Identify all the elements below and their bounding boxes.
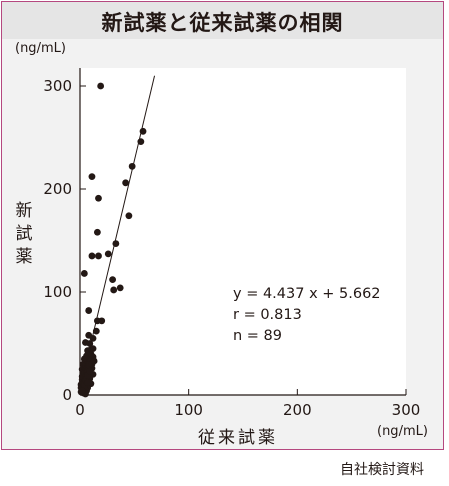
y-axis-label-char: 薬 — [15, 247, 33, 267]
data-point — [95, 194, 102, 202]
data-point — [84, 379, 92, 387]
y-axis-label-char: 新 — [15, 201, 33, 221]
x-axis-label: 従来試薬 — [198, 428, 278, 448]
data-point — [93, 317, 101, 325]
x-axis-unit: (ng/mL) — [377, 424, 428, 439]
data-point — [116, 284, 124, 292]
data-point — [97, 82, 105, 90]
plot-area — [80, 68, 406, 395]
x-tick-label: 0 — [75, 401, 85, 419]
correlation-coefficient: r = 0.813 — [233, 307, 302, 323]
data-point — [80, 270, 88, 277]
x-tick-label: 300 — [392, 401, 421, 419]
regression-equation: y = 4.437 x + 5.662 — [233, 286, 381, 302]
data-point — [88, 173, 96, 181]
y-tick-label: 300 — [43, 77, 72, 95]
data-point — [86, 367, 94, 375]
data-point — [90, 357, 98, 365]
y-axis-label-char: 試 — [15, 224, 33, 244]
data-point — [88, 252, 96, 260]
data-point — [95, 252, 102, 260]
chart-title: 新試薬と従来試薬の相関 — [101, 11, 344, 35]
data-point — [109, 276, 116, 284]
source-note: 自社検討資料 — [340, 462, 424, 478]
data-point — [93, 228, 101, 236]
axis-ticks: 0 100 200 300 0 100 200 300 — [43, 77, 420, 419]
x-tick-label: 100 — [174, 401, 203, 419]
y-tick-label: 0 — [62, 386, 72, 404]
y-axis-label: 新 試 薬 — [14, 200, 34, 269]
x-tick-label: 200 — [283, 401, 312, 419]
data-point — [112, 240, 120, 247]
title-band: 新試薬と従来試薬の相関 — [2, 2, 443, 39]
data-point — [110, 286, 118, 294]
y-tick-label: 200 — [43, 180, 72, 198]
data-point — [85, 307, 93, 314]
y-axis-unit: (ng/mL) — [15, 41, 66, 56]
y-tick-label: 100 — [43, 283, 72, 301]
data-point — [125, 212, 133, 220]
regression-line — [79, 75, 156, 390]
sample-size: n = 89 — [233, 328, 283, 344]
data-point — [122, 179, 130, 187]
data-point — [104, 250, 112, 258]
